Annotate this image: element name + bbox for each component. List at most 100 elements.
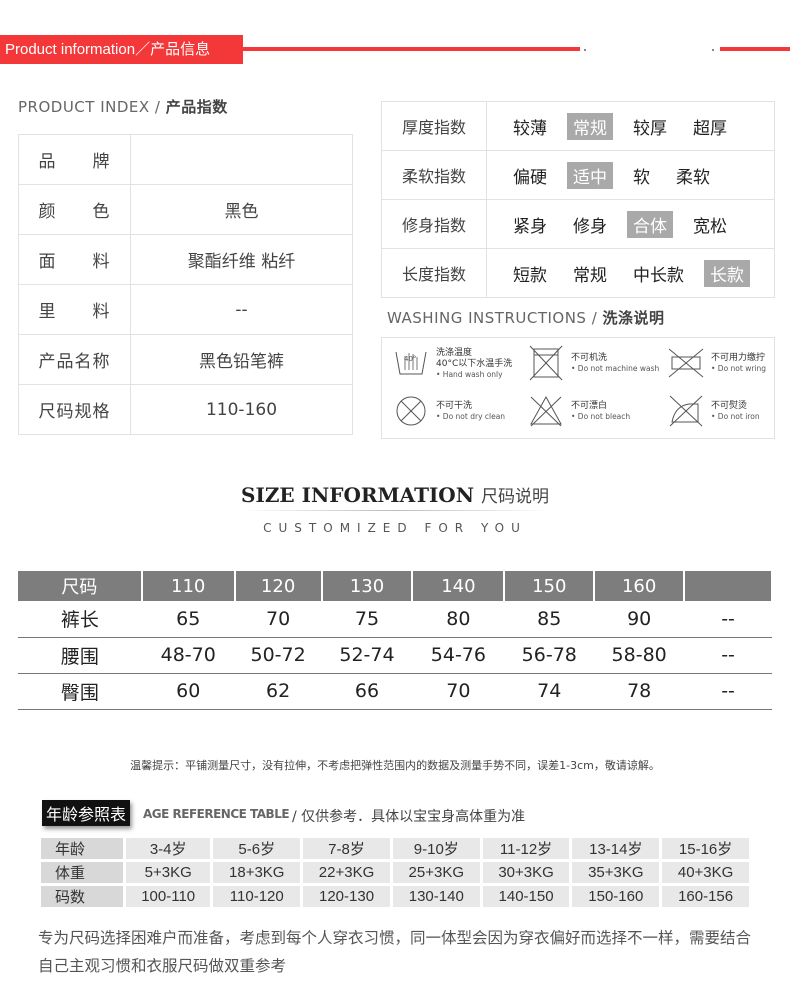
hand-wash-icon: 40°	[395, 351, 427, 375]
divider	[240, 510, 550, 511]
washing-en: • Do not dry clean	[436, 412, 506, 421]
index-row: 厚度指数 较薄 常规 较厚 超厚	[381, 101, 775, 151]
no-machine-wash-icon	[529, 345, 563, 381]
product-attributes-table: 品 牌颜 色黑色面 料聚酯纤维 粘纤里 料 -- 产品名称 黑色铅笔裤 尺码规格 110-…	[18, 134, 353, 435]
index-option: 偏硬	[513, 167, 547, 188]
age-cell: 18+3KG	[213, 862, 301, 883]
age-cell: 7-8岁	[303, 838, 390, 859]
size-cell: 62	[234, 673, 322, 710]
attribute-value: 110-160	[130, 384, 353, 435]
size-cell: 70	[234, 601, 322, 638]
washing-cn: 不可用力缴拧	[711, 353, 766, 363]
washing-en: • Do not wring	[711, 364, 767, 373]
size-cell: 80	[412, 601, 505, 638]
age-cell: 100-110	[126, 886, 211, 907]
age-cell: 35+3KG	[572, 862, 660, 883]
age-cell: 25+3KG	[392, 862, 480, 883]
size-cell: 48-70	[141, 637, 235, 674]
size-row: 腰围 48-70 50-72 52-74 54-76 56-78 58-80 --	[18, 637, 772, 674]
size-row: 裤长 65 70 75 80 85 90 --	[18, 601, 772, 638]
age-cell: 40+3KG	[662, 862, 749, 883]
size-cell: 70	[412, 673, 505, 710]
washing-item: 不可用力缴拧 • Do not wring	[667, 344, 766, 382]
product-index-title: PRODUCT INDEX / 产品指数	[18, 98, 228, 116]
age-cell: 15-16岁	[662, 838, 749, 859]
size-cell: --	[684, 601, 772, 638]
age-cell: 13-14岁	[572, 838, 660, 859]
divider-dot	[584, 49, 586, 51]
title-en: PRODUCT INDEX	[18, 98, 150, 116]
size-header-cell: 尺码	[18, 571, 143, 601]
attribute-row: 尺码规格 110-160	[18, 384, 353, 435]
washing-cn: 不可干洗	[436, 401, 473, 411]
size-table: 尺码 110 120 130 140 150 160 裤长 65 70 75 80 85 90 -- 腰围 48…	[18, 571, 773, 710]
attribute-value: 黑色	[130, 184, 353, 235]
attribute-value: --	[130, 284, 353, 335]
washing-title: WASHING INSTRUCTIONS / 洗涤说明	[387, 309, 665, 327]
divider-dot	[712, 49, 714, 51]
size-header-cell	[684, 571, 773, 601]
age-cell: 120-130	[303, 886, 390, 907]
attribute-label: 里 料	[18, 284, 131, 335]
attribute-label: 产品名称	[18, 334, 131, 385]
size-cell: 85	[504, 601, 595, 638]
no-wring-icon	[668, 348, 704, 378]
index-option: 紧身	[513, 216, 547, 237]
size-header-cell: 160	[594, 571, 686, 601]
age-cell: 3-4岁	[126, 838, 211, 859]
size-cell: 74	[504, 673, 595, 710]
attribute-label: 尺码规格	[18, 384, 131, 435]
title-en: WASHING INSTRUCTIONS	[387, 309, 587, 327]
attribute-row: 面 料聚酯纤维 粘纤	[18, 234, 353, 285]
size-cell: 65	[141, 601, 235, 638]
product-index-table: 厚度指数 较薄 常规 较厚 超厚 柔软指数 偏硬 适中软柔软 修身指数 紧身 修身 合体 宽松 长度指数短…	[381, 101, 775, 298]
size-info-title: SIZE INFORMATION 尺码说明	[0, 482, 790, 507]
index-option: 柔软	[676, 167, 710, 188]
attribute-label: 面 料	[18, 234, 131, 285]
size-cell: 90	[594, 601, 685, 638]
washing-en: • Hand wash only	[436, 369, 503, 379]
index-option: 常规	[573, 265, 607, 286]
washing-cn: 不可熨烫	[711, 401, 748, 411]
size-cell: 52-74	[321, 637, 413, 674]
size-header-cell: 140	[412, 571, 506, 601]
attribute-value: 黑色铅笔裤	[130, 334, 353, 385]
index-label: 长度指数	[381, 248, 487, 298]
attribute-label: 品 牌	[18, 134, 131, 185]
age-cell: 体重	[41, 862, 123, 883]
no-iron-icon	[669, 395, 703, 427]
age-cell: 码数	[41, 886, 123, 907]
washing-item: 不可漂白 • Do not bleach	[527, 392, 630, 430]
size-row: 臀围 60 62 66 70 74 78 --	[18, 673, 772, 710]
index-label: 柔软指数	[381, 150, 487, 200]
size-cell: 58-80	[594, 637, 685, 674]
size-cell: 54-76	[412, 637, 505, 674]
size-cell: 75	[321, 601, 413, 638]
size-cell: 50-72	[234, 637, 322, 674]
age-cell: 150-160	[572, 886, 660, 907]
size-cell: --	[684, 637, 772, 674]
size-cell: 60	[141, 673, 235, 710]
index-option: 宽松	[693, 216, 727, 237]
index-label: 修身指数	[381, 199, 487, 249]
washing-cn: 不可漂白	[571, 401, 608, 411]
index-option: 较薄	[513, 118, 547, 139]
index-option: 软	[633, 167, 650, 188]
age-cell: 130-140	[392, 886, 480, 907]
size-header-cell: 130	[321, 571, 414, 601]
index-option-selected: 适中	[567, 161, 613, 189]
age-cell: 110-120	[213, 886, 301, 907]
title-cn: 洗涤说明	[602, 309, 665, 327]
age-row: 体重 5+3KG 18+3KG 22+3KG 25+3KG 30+3KG 35+3KG 40+…	[41, 862, 749, 883]
washing-cn-detail: 40°C以下水温手洗	[436, 358, 513, 369]
size-cell: 56-78	[504, 637, 595, 674]
size-header-cell: 120	[234, 571, 323, 601]
attribute-row: 品 牌	[18, 134, 353, 185]
size-cell: --	[684, 673, 772, 710]
size-header-cell: 110	[141, 571, 236, 601]
size-cell: 腰围	[18, 637, 142, 674]
index-label: 厚度指数	[381, 101, 487, 151]
age-table-title: 年龄参照表	[42, 800, 131, 826]
index-row: 柔软指数 偏硬 适中软 柔软	[381, 150, 775, 200]
washing-cn: 不可机洗	[571, 353, 608, 363]
